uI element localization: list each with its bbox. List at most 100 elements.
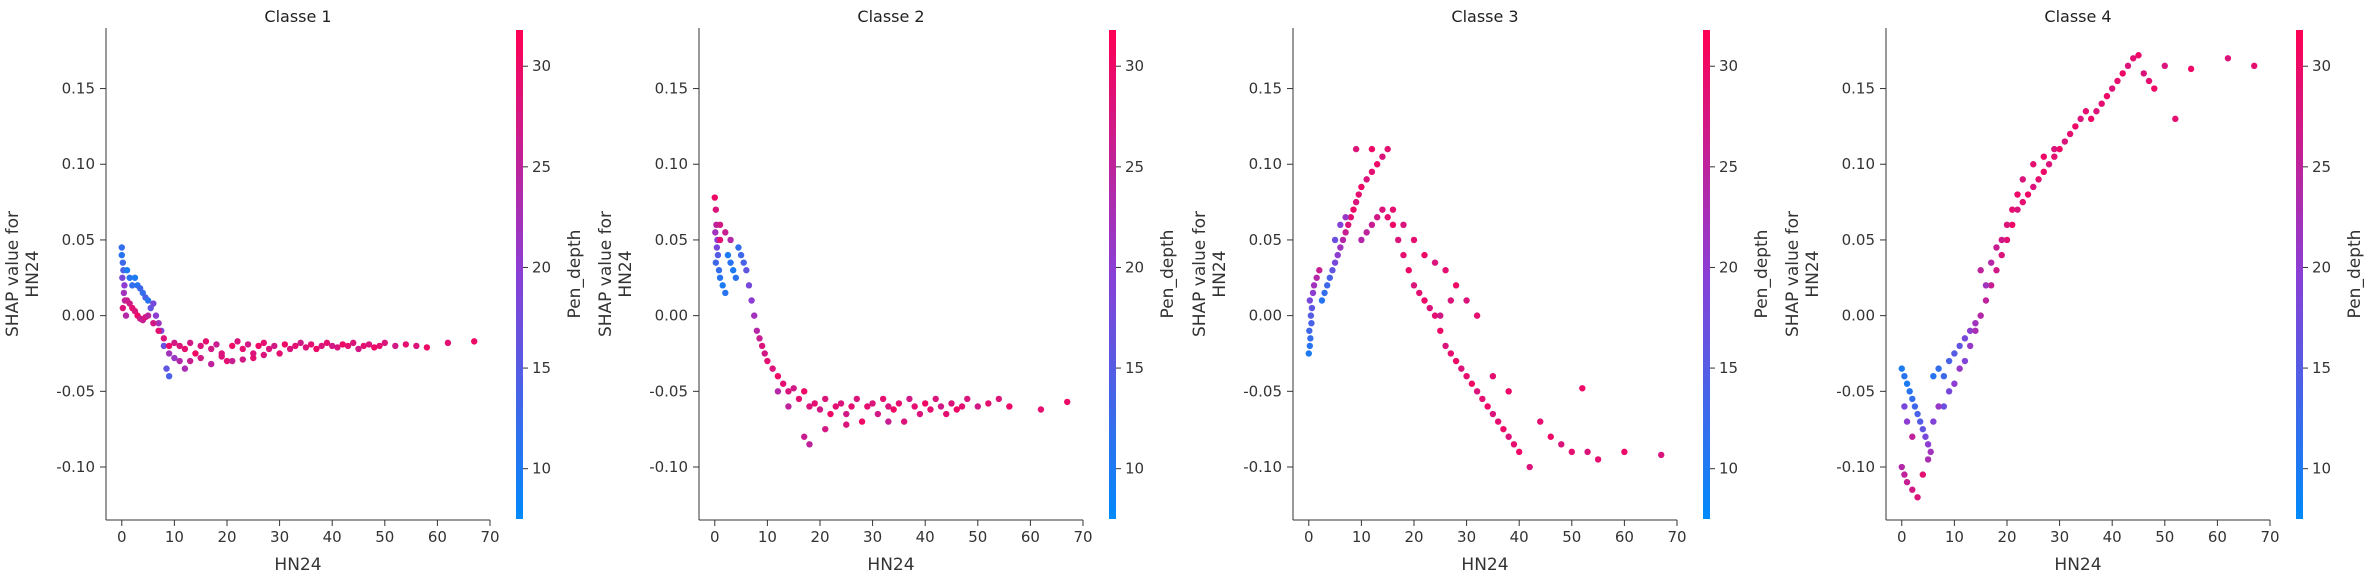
colorbar-tick-label: 30 [532,57,551,75]
scatter-point [764,357,771,365]
scatter-point [1935,403,1942,410]
scatter-point [1352,145,1360,153]
scatter-point [1307,312,1315,319]
scatter-point [943,410,950,418]
scatter-point [1337,221,1344,228]
scatter-point [1321,289,1328,297]
scatter-point [1307,335,1314,342]
scatter-point [1310,282,1318,289]
scatter-point [722,289,729,297]
scatter-point [1988,259,1995,266]
scatter-point [150,320,157,327]
scatter-point [2056,145,2063,153]
scatter-point [906,395,913,403]
scatter-point [2003,236,2011,244]
scatter-point [785,388,792,395]
scatter-point [181,345,189,353]
scatter-point [716,274,724,281]
scatter-point [2003,221,2011,228]
scatter-point [811,400,818,407]
x-tick-label: 50 [2155,528,2174,546]
scatter-point [1363,229,1370,236]
scatter-point [1426,304,1433,312]
scatter-point [885,403,892,410]
scatter-point [795,395,803,403]
colorbar-tick-label: 15 [1125,359,1144,377]
scatter-point [1977,312,1984,319]
scatter-point [2009,206,2016,213]
scatter-point [719,282,726,289]
y-tick-label: 0.10 [1842,155,1875,173]
y-tick-label: -0.05 [56,382,95,400]
scatter-point [1037,406,1045,413]
x-tick-label: 30 [863,528,882,546]
colorbar-tick-label: 20 [2312,258,2331,276]
y-tick-label: 0.00 [655,307,688,325]
scatter-point [223,357,231,365]
scatter-point [1437,312,1444,319]
y-tick-label: 0.10 [655,155,688,173]
scatter-point [1452,282,1460,289]
scatter-point [948,400,955,407]
scatter-point [208,345,215,353]
x-tick-label: 0 [1304,528,1314,546]
scatter-point [2130,55,2137,62]
colorbar-tick-label: 15 [1719,359,1738,377]
scatter-point [250,354,257,362]
y-tick-label: -0.10 [1836,458,1875,476]
scatter-point [885,418,892,425]
colorbar [516,30,523,519]
scatter-point [964,395,971,403]
scatter-point [2019,198,2026,206]
scatter-point [2103,92,2111,100]
colorbar-tick-label: 25 [1125,158,1144,176]
x-tick-label: 70 [1073,528,1092,546]
scatter-point [1389,221,1397,228]
scatter-points [1305,145,1665,471]
scatter-point [1473,312,1481,319]
x-tick-label: 40 [1510,528,1529,546]
scatter-point [171,339,178,347]
scatter-point [1389,206,1397,213]
scatter-point [2061,138,2069,145]
scatter-point [790,385,797,392]
scatter-point [1930,418,1937,425]
scatter-point [745,282,753,289]
scatter-point [2019,176,2026,183]
scatter-point [1500,425,1507,433]
x-tick-label: 50 [968,528,987,546]
x-tick-label: 0 [1897,528,1907,546]
scatter-point [444,339,452,347]
scatter-point [2077,115,2084,123]
scatter-point [1919,471,1927,478]
scatter-point [1956,342,1963,350]
scatter-point [1945,388,1953,395]
scatter-point [712,259,720,266]
scatter-point [2108,85,2116,92]
scatter-point [1935,365,1942,372]
scatter-point [313,345,320,353]
y-axis-label: SHAP value forHN24 [1190,211,1230,337]
scatter-point [144,297,152,304]
x-tick-label: 10 [1945,528,1964,546]
scatter-point [1306,297,1314,304]
y-tick-label: -0.05 [1243,382,1282,400]
x-tick-label: 20 [217,528,236,546]
scatter-point [1906,388,1913,395]
scatter-point [119,274,126,281]
scatter-point [869,400,876,407]
scatter-point [1945,357,1953,365]
scatter-point [2030,161,2037,168]
scatter-point [2151,85,2158,92]
x-tick-label: 20 [1404,528,1423,546]
scatter-point [281,341,289,348]
scatter-point [1373,214,1381,221]
scatter-point [1463,372,1470,380]
y-tick-label: 0.05 [655,231,688,249]
scatter-points [118,244,478,380]
y-tick-label: 0.15 [62,80,95,98]
scatter-point [371,344,378,351]
scatter-point [1903,478,1911,486]
scatter-point [1951,350,1958,357]
x-axis-label: HN24 [2054,555,2101,575]
